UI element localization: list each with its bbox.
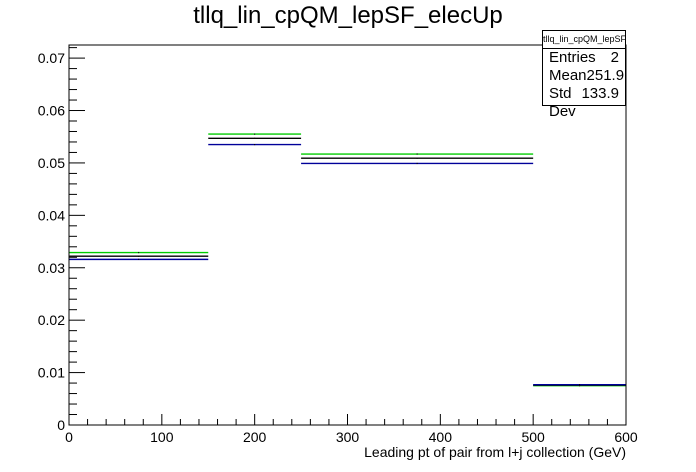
y-tick-label: 0.07 <box>38 50 65 66</box>
stats-entries-value: 2 <box>610 49 619 66</box>
stats-entries-label: Entries <box>549 49 596 66</box>
x-tick-label: 100 <box>150 429 174 445</box>
stats-stddev-value: 133.9 <box>581 85 619 102</box>
x-tick-label: 300 <box>336 429 360 445</box>
series-layer <box>69 133 626 387</box>
x-tick-label: 200 <box>243 429 267 445</box>
y-tick-label: 0.04 <box>38 207 65 223</box>
y-tick-label: 0 <box>57 417 65 433</box>
y-tick-label: 0.05 <box>38 155 65 171</box>
stats-title: tllq_lin_cpQM_lepSF_elecUp <box>543 31 625 49</box>
stats-mean-label: Mean <box>549 67 587 84</box>
x-axis-label: Leading pt of pair from l+j collection (… <box>364 444 626 460</box>
y-tick-label: 0.02 <box>38 312 65 328</box>
x-tick-label: 500 <box>521 429 545 445</box>
y-tick-label: 0.06 <box>38 103 65 119</box>
x-tick-label: 0 <box>65 429 73 445</box>
stats-mean-value: 251.9 <box>586 67 625 84</box>
y-tick-label: 0.01 <box>38 365 65 381</box>
axis-layer: 0 100 200 300 400 500 600 0 0.01 0.02 0.03 0.04 0.05… <box>38 47 638 445</box>
y-tick-label: 0.03 <box>38 260 65 276</box>
stats-box: tllq_lin_cpQM_lepSF_elecUp Entries 2 Mea… <box>542 30 626 120</box>
x-tick-label: 600 <box>614 429 638 445</box>
stats-mean-row: Mean 251.9 <box>543 67 625 85</box>
stats-stddev-label: Std Dev <box>549 85 576 120</box>
chart-title: tllq_lin_cpQM_lepSF_elecUp <box>193 2 503 29</box>
stats-stddev-row: Std Dev 133.9 <box>543 85 625 120</box>
stats-entries-row: Entries 2 <box>543 49 625 67</box>
x-tick-label: 400 <box>429 429 453 445</box>
